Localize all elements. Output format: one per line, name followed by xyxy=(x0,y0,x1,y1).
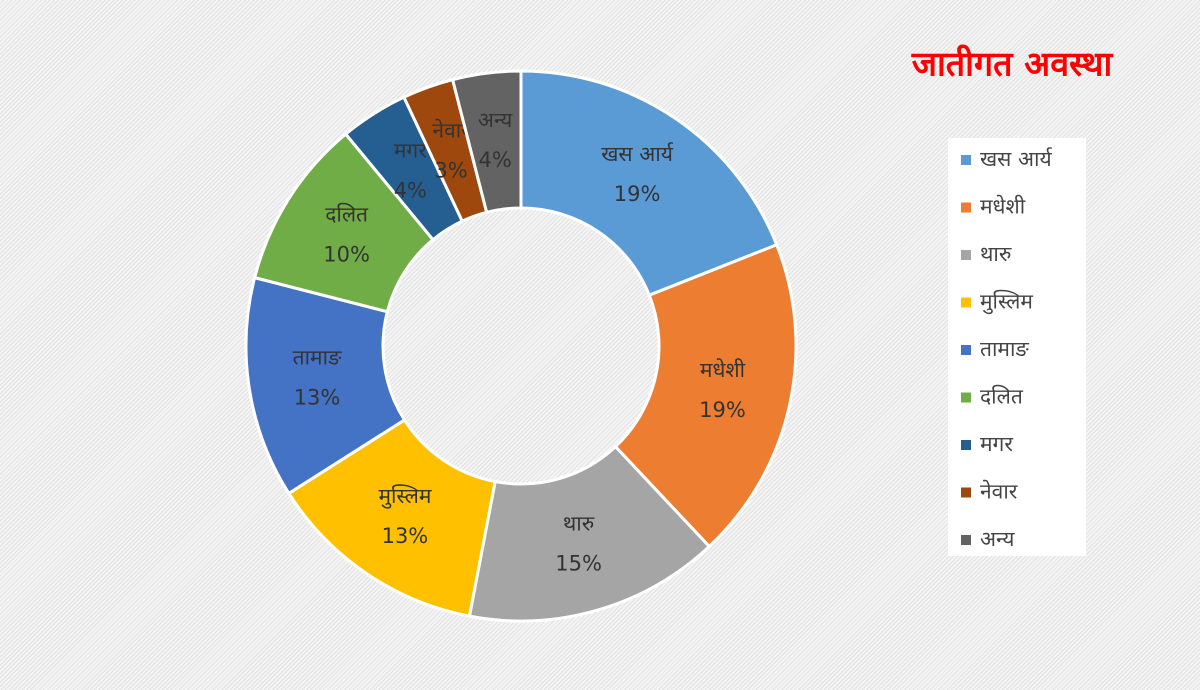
legend-swatch xyxy=(961,392,971,403)
legend-swatch xyxy=(961,155,971,165)
slice-value-label: 13% xyxy=(382,524,429,548)
legend-swatch xyxy=(961,440,971,450)
chart-title: जातीगत अवस्था xyxy=(911,44,1114,85)
legend-label: तामाङ xyxy=(980,337,1029,361)
legend-label: खस आर्य xyxy=(980,147,1053,171)
legend-swatch xyxy=(961,345,971,355)
legend-swatch xyxy=(961,297,971,308)
slice xyxy=(450,69,523,215)
legend-swatch xyxy=(961,250,971,260)
slice-value-label: 4% xyxy=(394,179,427,203)
slice-category-label: अन्य xyxy=(478,108,513,132)
slice xyxy=(467,444,712,623)
slice-value-label: 4% xyxy=(478,148,511,172)
slice xyxy=(244,275,407,496)
slice-category-label: मगर xyxy=(394,139,427,163)
slice-value-label: 15% xyxy=(555,551,602,575)
slice-category-label: दलित xyxy=(325,202,369,226)
slice-value-label: 3% xyxy=(434,159,467,183)
legend-swatch xyxy=(961,535,971,545)
slice-category-label: तामाङ xyxy=(293,345,342,369)
legend-label: थारु xyxy=(980,242,1012,266)
slice-category-label: खस आर्य xyxy=(601,142,674,166)
legend-label: मधेशी xyxy=(980,195,1026,219)
slice xyxy=(286,417,497,618)
slice-category-label: थारु xyxy=(563,511,595,535)
legend-label: दलित xyxy=(980,385,1024,409)
legend-swatch xyxy=(961,202,971,213)
slice-value-label: 13% xyxy=(294,385,341,409)
legend-label: नेवार xyxy=(980,480,1018,504)
slice-category-label: मधेशी xyxy=(700,358,746,382)
legend-label: अन्य xyxy=(980,527,1015,551)
slice xyxy=(519,69,779,298)
legend-label: मगर xyxy=(980,432,1013,456)
slice-category-label: मुस्लिम xyxy=(378,484,431,509)
slice-value-label: 10% xyxy=(323,242,370,266)
slice xyxy=(613,242,798,549)
legend-label: मुस्लिम xyxy=(980,290,1033,315)
slice-value-label: 19% xyxy=(699,398,746,422)
slice-value-label: 19% xyxy=(614,182,661,206)
legend-swatch xyxy=(961,487,971,498)
